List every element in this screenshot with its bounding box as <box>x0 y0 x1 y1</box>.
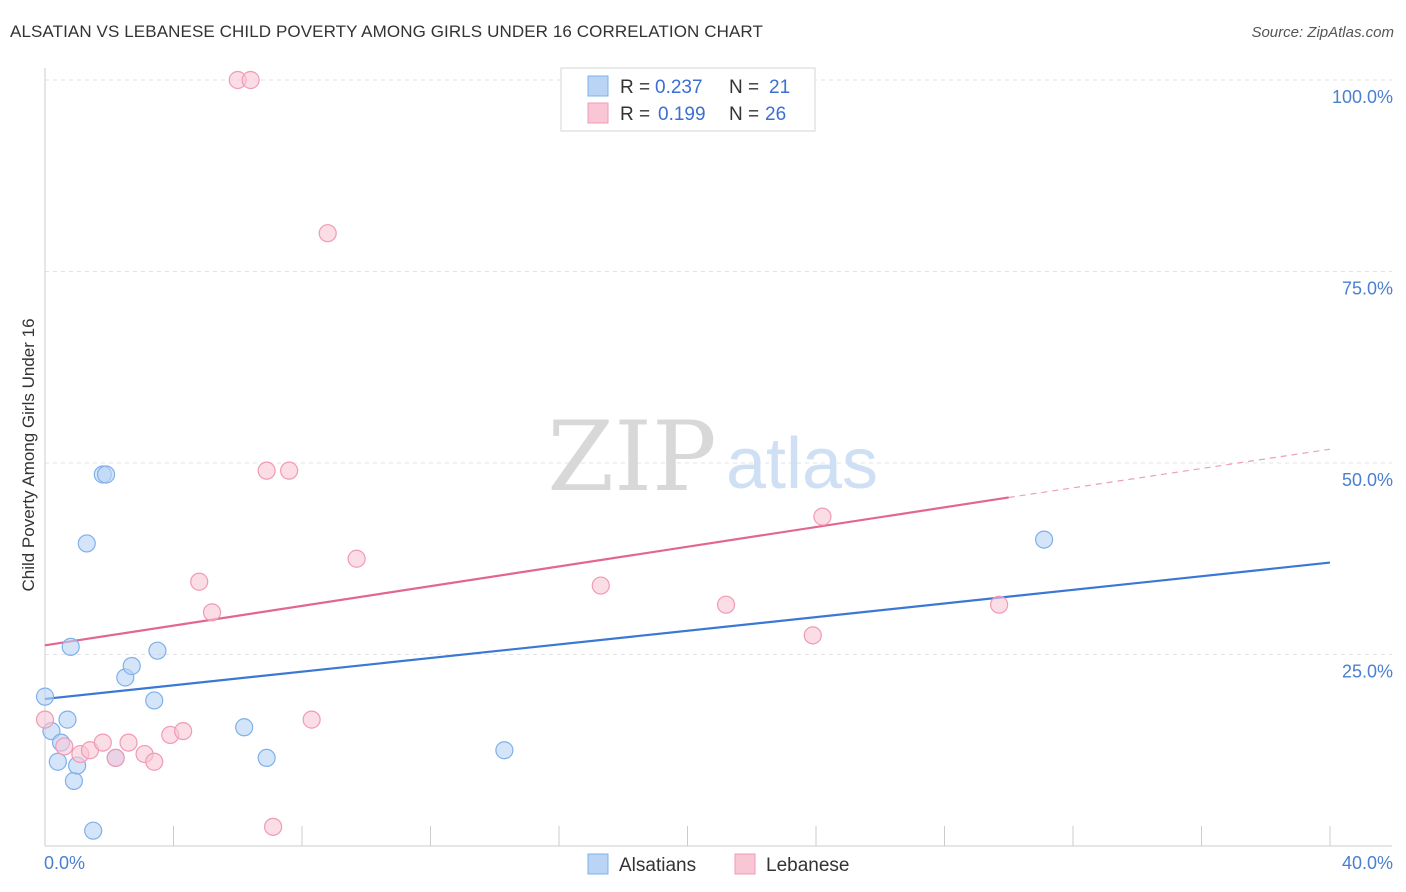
lebanese-trend-line <box>44 496 1009 647</box>
alsatians-point <box>48 752 67 771</box>
alsatians-point <box>84 821 103 840</box>
watermark: ZIP atlas <box>547 401 878 513</box>
source-label: Source: ZipAtlas.com <box>1251 24 1394 41</box>
lebanese-point <box>202 603 222 622</box>
legend-r-label-2: R = <box>620 104 650 125</box>
legend: R = 0.237 N = 21 R = 0.199 N = 26 <box>560 67 816 132</box>
lebanese-point <box>263 817 283 836</box>
legend-n-label-1: N = <box>729 77 759 98</box>
legend-swatch-lebanese <box>587 102 609 124</box>
alsatians-point <box>96 465 116 484</box>
lebanese-point <box>119 733 138 752</box>
lebanese-point <box>990 595 1009 614</box>
lebanese-point <box>35 710 55 729</box>
alsatians-point <box>122 656 141 676</box>
alsatians-point <box>77 534 96 553</box>
legend-r-value-1: 0.237 <box>655 77 703 98</box>
lebanese-point <box>813 507 832 526</box>
y-tick-label: 50.0% <box>1342 470 1393 490</box>
lebanese-point <box>241 70 260 90</box>
lebanese-point <box>93 733 112 752</box>
y-tick-label: 25.0% <box>1342 662 1393 682</box>
lebanese-point <box>716 595 736 614</box>
y-tick-labels: 100.0% 75.0% 50.0% 25.0% <box>1332 87 1393 682</box>
lebanese-point <box>145 752 164 771</box>
legend-swatch-alsatians <box>587 75 609 97</box>
legend-n-value-2: 26 <box>765 104 786 125</box>
lebanese-point <box>302 710 321 729</box>
bottom-legend-swatch-alsatians <box>587 853 609 875</box>
axes <box>44 68 1392 847</box>
alsatians-point <box>257 748 276 768</box>
watermark-zip: ZIP <box>547 401 716 513</box>
alsatians-point <box>148 641 167 660</box>
lebanese-point <box>318 224 337 243</box>
x-tick-label: 40.0% <box>1342 853 1393 873</box>
lebanese-point <box>280 461 299 480</box>
gridlines <box>45 79 1392 655</box>
lebanese-point <box>55 737 74 756</box>
lebanese-point <box>174 721 193 741</box>
alsatians-point <box>145 691 164 710</box>
lebanese-point <box>591 576 610 595</box>
bottom-legend-lebanese: Lebanese <box>766 855 849 876</box>
lebanese-trend-extension <box>1008 448 1331 499</box>
alsatians-point <box>61 637 80 656</box>
lebanese-point <box>803 626 822 645</box>
watermark-atlas: atlas <box>726 424 878 504</box>
bottom-legend-alsatians: Alsatians <box>619 855 696 876</box>
alsatians-point <box>495 741 514 760</box>
legend-r-label-1: R = <box>620 77 650 98</box>
y-tick-label: 75.0% <box>1342 279 1393 299</box>
alsatians-point <box>64 771 84 790</box>
alsatians-trend-line <box>44 561 1331 701</box>
legend-r-value-2: 0.199 <box>658 104 706 125</box>
lebanese-point <box>190 572 209 591</box>
bottom-legend: Alsatians Lebanese <box>587 853 849 876</box>
trend-lines <box>44 448 1331 701</box>
y-tick-label: 100.0% <box>1332 87 1393 107</box>
x-tick-labels: 0.0% 40.0% <box>44 853 1393 873</box>
alsatians-point <box>35 687 55 706</box>
bottom-legend-swatch-lebanese <box>734 853 756 875</box>
chart-title: ALSATIAN VS LEBANESE CHILD POVERTY AMONG… <box>10 22 763 41</box>
lebanese-point <box>106 748 125 768</box>
lebanese-point <box>347 549 366 568</box>
data-points <box>35 70 1054 840</box>
alsatians-point <box>58 710 77 729</box>
x-tick-label: 0.0% <box>44 853 85 873</box>
lebanese-point <box>257 461 276 480</box>
legend-n-label-2: N = <box>729 104 759 125</box>
legend-n-value-1: 21 <box>769 77 790 98</box>
alsatians-point <box>1034 530 1054 549</box>
alsatians-point <box>235 718 254 737</box>
